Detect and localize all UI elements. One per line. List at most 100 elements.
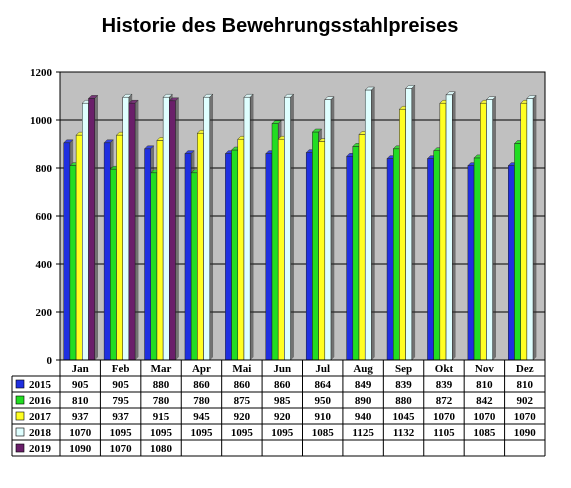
category-label: Dez [516, 363, 534, 375]
bar-front [162, 96, 170, 361]
data-label: 940 [355, 411, 372, 423]
bar-front [352, 146, 360, 361]
bar-front [128, 102, 136, 361]
bar [202, 93, 214, 361]
category-label: Jul [315, 363, 330, 375]
data-label: 1105 [433, 427, 455, 439]
data-label: 849 [355, 379, 372, 391]
legend-entry: 2016 [29, 395, 52, 407]
data-label: 1080 [150, 443, 173, 455]
legend-swatch [15, 443, 25, 453]
data-label: 810 [72, 395, 89, 407]
data-label: 1085 [473, 427, 496, 439]
bar-front [427, 158, 434, 361]
data-label: 1090 [514, 427, 537, 439]
data-label: 950 [314, 395, 331, 407]
bar-front [150, 172, 158, 361]
category-label: Aug [353, 363, 373, 375]
legend-swatch [15, 395, 25, 405]
bar-front [399, 108, 406, 361]
bar-front [386, 158, 394, 361]
data-label: 945 [193, 411, 210, 423]
bar [324, 95, 335, 361]
bar-front [122, 96, 130, 361]
bar-front [433, 150, 441, 361]
data-label: 985 [274, 395, 291, 407]
bar-front [116, 134, 123, 361]
bar-front [473, 157, 481, 361]
data-label: 864 [314, 379, 331, 391]
bar-front [169, 100, 176, 361]
bar-front [197, 132, 204, 361]
bar [87, 94, 99, 361]
bar [128, 99, 139, 361]
data-label: 839 [395, 379, 412, 391]
bar-front [526, 98, 534, 361]
bar-side [532, 94, 537, 361]
category-label: Mar [151, 363, 172, 375]
bar-front [364, 89, 372, 361]
bar-front [520, 102, 528, 361]
data-label: 860 [274, 379, 291, 391]
chart-title: Historie des Bewehrungsstahlpreises [102, 15, 459, 37]
legend-entry: 2015 [29, 379, 52, 391]
y-tick-label: 800 [36, 163, 53, 175]
bar-front [277, 138, 285, 361]
data-label: 920 [234, 411, 251, 423]
bar-front [110, 168, 117, 361]
bar-front [75, 134, 83, 361]
bar-front [358, 134, 366, 361]
legend-entry: 2019 [29, 443, 52, 455]
data-label: 1095 [150, 427, 173, 439]
legend-swatch [15, 379, 25, 389]
bar-side [290, 93, 294, 361]
y-tick-label: 200 [36, 307, 53, 319]
category-label: Mai [232, 363, 251, 375]
bar-front [63, 142, 71, 361]
category-label: Feb [112, 363, 130, 375]
data-label: 810 [476, 379, 493, 391]
legend-swatch [15, 427, 25, 437]
legend-swatch [15, 411, 25, 421]
bar-front [156, 140, 164, 361]
bar-front [190, 172, 198, 361]
data-label: 875 [234, 395, 251, 407]
bar-front [203, 96, 211, 361]
data-label: 1125 [352, 427, 374, 439]
data-label: 1095 [110, 427, 133, 439]
bar [364, 86, 376, 361]
legend-entry: 2017 [29, 411, 52, 423]
data-label: 902 [517, 395, 534, 407]
bar-side [94, 94, 98, 361]
data-label: 810 [517, 379, 534, 391]
category-label: Sep [395, 363, 412, 375]
bar-side [330, 95, 335, 361]
bar-front [445, 94, 453, 361]
bar-front [467, 165, 475, 361]
data-label: 1070 [473, 411, 496, 423]
bar-front [508, 165, 515, 361]
bar-front [324, 99, 332, 361]
bar-front [184, 153, 192, 361]
data-label: 1132 [393, 427, 415, 439]
data-label: 780 [153, 395, 170, 407]
legend-entry: 2018 [29, 427, 52, 439]
data-label: 905 [112, 379, 129, 391]
data-label: 890 [355, 395, 372, 407]
data-label: 872 [436, 395, 453, 407]
bar-side [249, 93, 254, 361]
bar-side [452, 91, 456, 361]
data-label: 880 [153, 379, 170, 391]
data-label: 795 [112, 395, 129, 407]
bar [526, 94, 537, 361]
data-label: 842 [476, 395, 493, 407]
bar-front [103, 142, 111, 361]
category-label: Jan [72, 363, 89, 375]
bar [283, 93, 295, 361]
data-label: 1095 [271, 427, 294, 439]
data-label: 1085 [312, 427, 335, 439]
bar-front [88, 98, 95, 361]
bar-side [134, 99, 139, 361]
data-label: 860 [234, 379, 251, 391]
bar-side [209, 93, 214, 361]
